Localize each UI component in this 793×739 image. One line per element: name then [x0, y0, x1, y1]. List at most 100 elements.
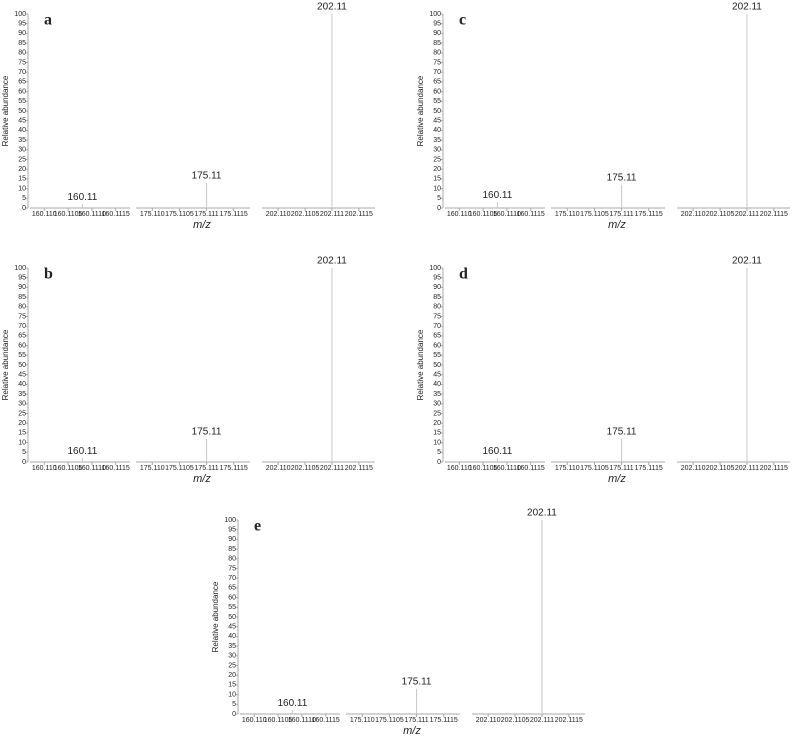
y-tick-label: 35	[18, 391, 26, 398]
panel-label: c	[459, 12, 466, 29]
x-tick-label: 160.1115	[102, 211, 130, 218]
y-tick-label: 55	[433, 98, 441, 105]
x-tick-label: 175.111	[609, 465, 633, 472]
panel-label: b	[44, 266, 53, 283]
y-tick-label: 90	[18, 30, 26, 37]
y-tick-label: 100	[14, 11, 26, 18]
x-tick-label: 160.1115	[517, 211, 545, 218]
x-tick-label: 202.111	[530, 717, 554, 724]
x-tick-label: 202.1105	[291, 211, 320, 218]
y-tick-label: 70	[18, 323, 26, 330]
x-axis-label: m/z	[193, 219, 211, 231]
peak-label: 175.11	[192, 426, 222, 437]
x-tick-label: 160.1115	[517, 465, 545, 472]
y-tick-label: 45	[228, 624, 236, 631]
peak-label: 175.11	[607, 426, 637, 437]
y-tick-label: 0	[22, 205, 26, 212]
x-tick-label: 175.111	[404, 717, 428, 724]
panel: e Relative abundance m/z 0 5 10 15 20 25 30 35 40 45…	[211, 508, 585, 737]
peak-label: 202.11	[527, 508, 557, 519]
y-tick-label: 75	[433, 313, 441, 320]
x-tick-label: 202.1105	[706, 211, 735, 218]
y-tick-label: 80	[228, 556, 236, 563]
y-tick-label: 95	[433, 275, 441, 282]
x-tick-label: 175.110	[555, 211, 580, 218]
y-tick-label: 60	[18, 88, 26, 95]
y-axis-label: Relative abundance	[1, 329, 10, 400]
y-axis-label: Relative abundance	[211, 581, 220, 652]
y-tick-label: 100	[224, 517, 236, 524]
x-tick-label: 202.1115	[345, 465, 373, 472]
y-tick-label: 15	[18, 430, 26, 437]
y-tick-label: 55	[18, 98, 26, 105]
y-tick-label: 20	[433, 166, 441, 173]
y-tick-label: 85	[228, 546, 236, 553]
x-tick-label: 202.111	[735, 211, 759, 218]
x-tick-label: 175.111	[194, 465, 218, 472]
peak-label: 160.11	[277, 698, 307, 709]
x-tick-label: 160.1110	[78, 211, 106, 218]
x-tick-label: 175.1115	[220, 211, 248, 218]
x-axis-label: m/z	[608, 219, 626, 231]
y-tick-label: 5	[232, 701, 236, 708]
y-tick-label: 55	[228, 604, 236, 611]
y-tick-label: 70	[228, 575, 236, 582]
y-tick-label: 45	[18, 118, 26, 125]
y-tick-label: 20	[18, 166, 26, 173]
x-tick-label: 202.1115	[555, 717, 583, 724]
y-tick-label: 10	[228, 691, 236, 698]
y-tick-label: 45	[433, 372, 441, 379]
peak-label: 160.11	[482, 446, 512, 457]
x-tick-label: 160.110	[242, 717, 267, 724]
y-tick-label: 85	[433, 40, 441, 47]
peak-label: 175.11	[192, 170, 222, 181]
y-tick-label: 25	[18, 156, 26, 163]
x-axis-label: m/z	[193, 473, 211, 485]
x-tick-label: 175.1105	[580, 211, 609, 218]
peak-label: 160.11	[67, 446, 97, 457]
y-tick-label: 90	[433, 30, 441, 37]
x-tick-label: 160.1110	[78, 465, 106, 472]
x-tick-label: 160.1105	[264, 717, 293, 724]
y-tick-label: 10	[433, 439, 441, 446]
y-tick-label: 85	[18, 294, 26, 301]
y-axis-label: Relative abundance	[416, 75, 425, 146]
y-tick-label: 60	[228, 594, 236, 601]
x-tick-label: 175.111	[609, 211, 633, 218]
y-tick-label: 30	[433, 401, 441, 408]
x-tick-label: 175.1105	[165, 465, 194, 472]
x-axis-label: m/z	[403, 725, 421, 737]
y-tick-label: 20	[18, 420, 26, 427]
y-tick-label: 10	[18, 185, 26, 192]
x-tick-label: 202.110	[476, 717, 501, 724]
y-tick-label: 15	[18, 176, 26, 183]
y-tick-label: 45	[18, 372, 26, 379]
x-tick-label: 160.1105	[54, 211, 83, 218]
peak-label: 202.11	[732, 2, 762, 13]
x-tick-label: 175.110	[350, 717, 375, 724]
y-tick-label: 25	[433, 410, 441, 417]
x-tick-label: 160.1110	[288, 717, 316, 724]
y-tick-label: 50	[433, 108, 441, 115]
x-tick-label: 160.1105	[469, 465, 498, 472]
y-tick-label: 5	[22, 449, 26, 456]
y-tick-label: 95	[228, 527, 236, 534]
y-tick-label: 25	[18, 410, 26, 417]
y-tick-label: 75	[228, 565, 236, 572]
y-tick-label: 70	[433, 69, 441, 76]
y-tick-label: 10	[18, 439, 26, 446]
y-tick-label: 85	[18, 40, 26, 47]
panel: a Relative abundance m/z 0 5 10 15 20 25 30 35 40 45…	[1, 2, 375, 231]
y-tick-label: 0	[22, 459, 26, 466]
y-tick-label: 65	[433, 333, 441, 340]
y-tick-label: 20	[228, 672, 236, 679]
x-tick-label: 175.1115	[635, 211, 663, 218]
y-tick-label: 65	[18, 333, 26, 340]
y-tick-label: 75	[18, 313, 26, 320]
x-axis-label: m/z	[608, 473, 626, 485]
x-tick-label: 202.110	[681, 211, 706, 218]
y-tick-label: 45	[433, 118, 441, 125]
y-tick-label: 100	[429, 265, 441, 272]
